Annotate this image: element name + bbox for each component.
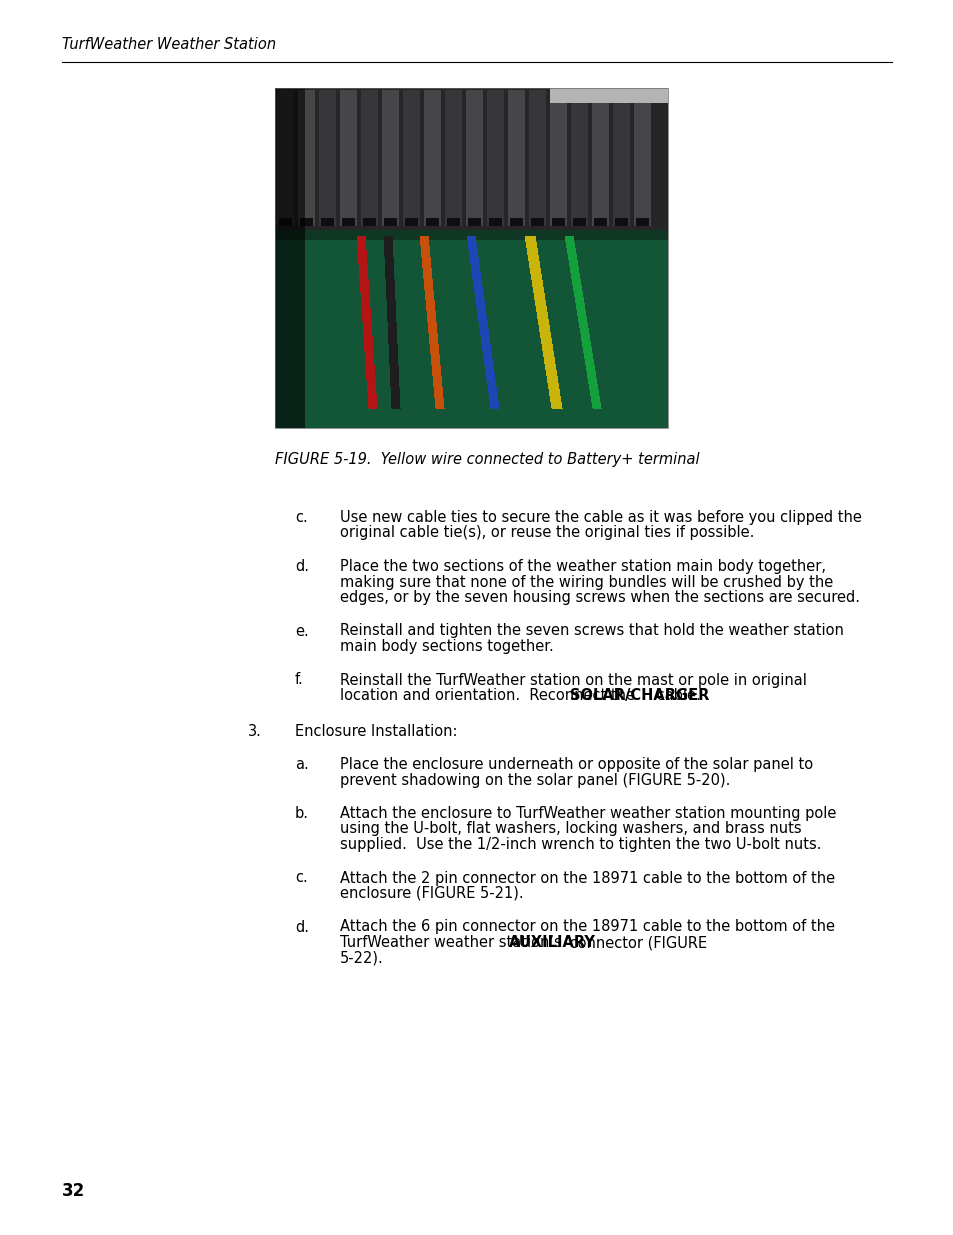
Text: Place the two sections of the weather station main body together,: Place the two sections of the weather st…	[339, 559, 825, 574]
Text: main body sections together.: main body sections together.	[339, 638, 553, 655]
Text: Attach the enclosure to TurfWeather weather station mounting pole: Attach the enclosure to TurfWeather weat…	[339, 806, 836, 821]
Text: e.: e.	[294, 624, 309, 638]
Text: TurfWeather weather station’s: TurfWeather weather station’s	[339, 935, 566, 950]
Text: d.: d.	[294, 920, 309, 935]
Text: 32: 32	[62, 1182, 85, 1200]
Text: edges, or by the seven housing screws when the sections are secured.: edges, or by the seven housing screws wh…	[339, 590, 859, 605]
Text: Reinstall and tighten the seven screws that hold the weather station: Reinstall and tighten the seven screws t…	[339, 624, 843, 638]
Text: using the U-bolt, flat washers, locking washers, and brass nuts: using the U-bolt, flat washers, locking …	[339, 821, 801, 836]
Text: Attach the 6 pin connector on the 18971 cable to the bottom of the: Attach the 6 pin connector on the 18971 …	[339, 920, 834, 935]
Text: b.: b.	[294, 806, 309, 821]
Text: cable.: cable.	[651, 688, 700, 703]
Text: Place the enclosure underneath or opposite of the solar panel to: Place the enclosure underneath or opposi…	[339, 757, 812, 772]
Text: TurfWeather Weather Station: TurfWeather Weather Station	[62, 37, 275, 52]
Text: f.: f.	[294, 673, 303, 688]
Text: 5-22).: 5-22).	[339, 951, 383, 966]
Bar	[274, 88, 667, 429]
Text: Enclosure Installation:: Enclosure Installation:	[294, 724, 457, 739]
Text: c.: c.	[294, 871, 308, 885]
Text: Reinstall the TurfWeather station on the mast or pole in original: Reinstall the TurfWeather station on the…	[339, 673, 806, 688]
Text: enclosure (FIGURE 5-21).: enclosure (FIGURE 5-21).	[339, 885, 523, 902]
Text: a.: a.	[294, 757, 309, 772]
Text: location and orientation.  Reconnect the: location and orientation. Reconnect the	[339, 688, 639, 703]
Text: supplied.  Use the 1/2-inch wrench to tighten the two U-bolt nuts.: supplied. Use the 1/2-inch wrench to tig…	[339, 837, 821, 852]
Text: original cable tie(s), or reuse the original ties if possible.: original cable tie(s), or reuse the orig…	[339, 526, 754, 541]
Text: Attach the 2 pin connector on the 18971 cable to the bottom of the: Attach the 2 pin connector on the 18971 …	[339, 871, 834, 885]
Text: connector (FIGURE: connector (FIGURE	[564, 935, 706, 950]
Text: prevent shadowing on the solar panel (FIGURE 5-20).: prevent shadowing on the solar panel (FI…	[339, 773, 730, 788]
Text: SOLAR/CHARGER: SOLAR/CHARGER	[570, 688, 709, 703]
Text: AUXILIARY: AUXILIARY	[508, 935, 595, 950]
Text: c.: c.	[294, 510, 308, 525]
Text: Use new cable ties to secure the cable as it was before you clipped the: Use new cable ties to secure the cable a…	[339, 510, 861, 525]
Text: 3.: 3.	[248, 724, 262, 739]
Text: FIGURE 5-19.  Yellow wire connected to Battery+ terminal: FIGURE 5-19. Yellow wire connected to Ba…	[274, 452, 699, 467]
Text: making sure that none of the wiring bundles will be crushed by the: making sure that none of the wiring bund…	[339, 574, 832, 589]
Text: d.: d.	[294, 559, 309, 574]
